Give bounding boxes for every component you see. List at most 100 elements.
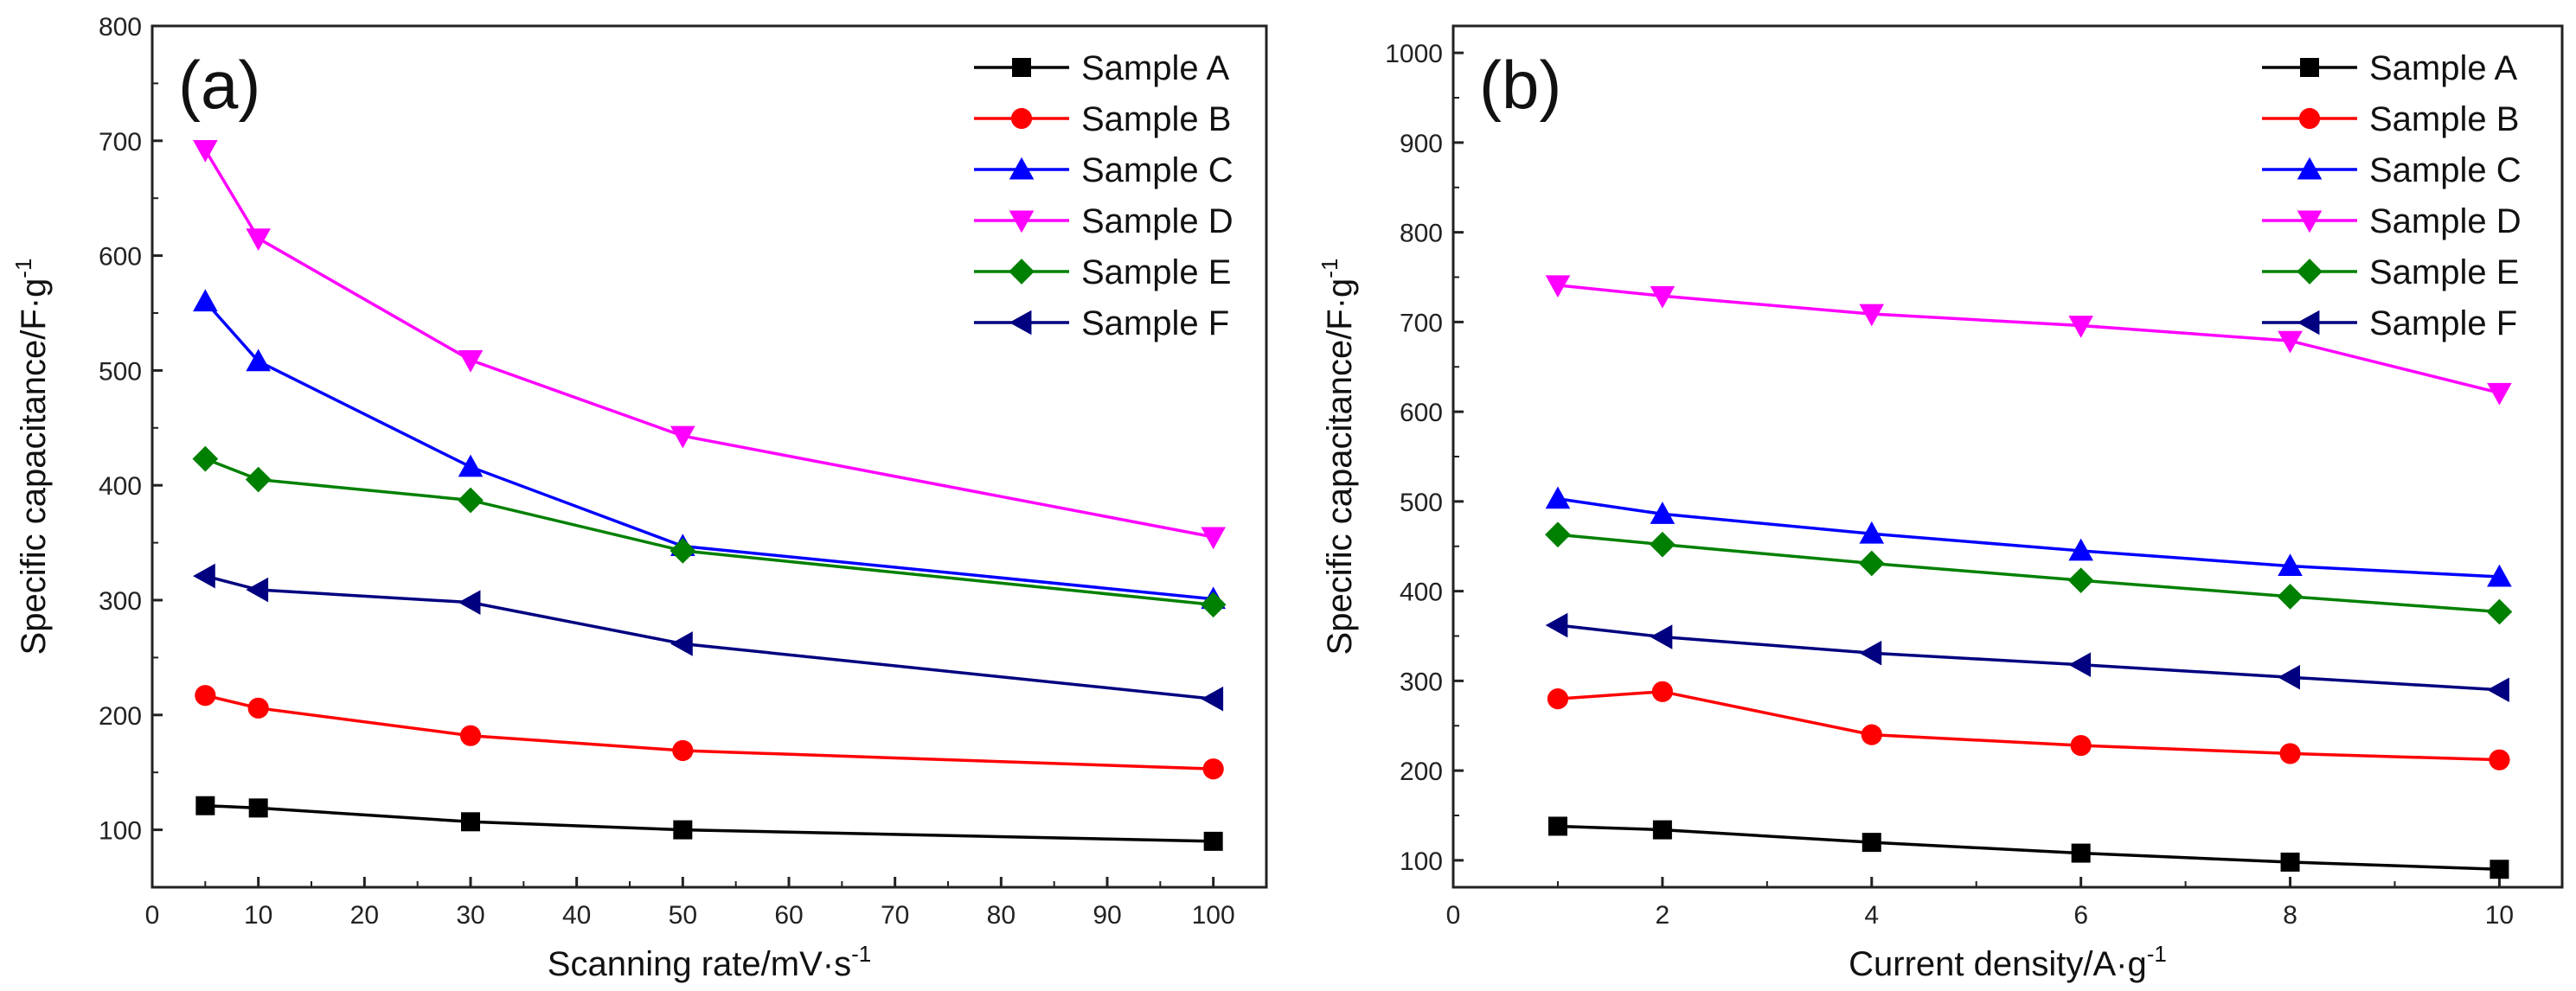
panel-b-data-point bbox=[1650, 531, 1676, 558]
panel-b-chart: 0 2 4 6 8 10 100 200 300 400 500 600 700 800 900 1000 Cu… bbox=[1317, 24, 2564, 983]
panel-a-data-point bbox=[672, 739, 694, 762]
legend-marker bbox=[2297, 310, 2320, 336]
panel-b-x-tick-label: 10 bbox=[2485, 901, 2514, 930]
panel-a-data-point bbox=[673, 820, 693, 840]
legend-marker bbox=[1009, 310, 1032, 336]
panel-b-data-point bbox=[2068, 538, 2093, 561]
legend-label: Sample D bbox=[1081, 202, 1234, 240]
panel-b-series-line bbox=[1557, 284, 2500, 395]
panel-b-data-point bbox=[2071, 843, 2091, 863]
panel-b-series-6 bbox=[1545, 612, 2509, 703]
panel-a-y-axis-title: Specific capacitance/F·g-1 bbox=[10, 259, 53, 655]
panel-b-legend-item: Sample C bbox=[2262, 151, 2522, 189]
panel-b-series-line bbox=[1557, 533, 2500, 614]
panel-b-data-point bbox=[1859, 521, 1885, 544]
panel-a-y-tick-label: 300 bbox=[99, 587, 142, 616]
panel-a-series-line bbox=[204, 694, 1214, 770]
panel-b-x-tick-label: 8 bbox=[2283, 901, 2297, 930]
panel-b-data-point bbox=[2487, 382, 2512, 406]
legend-label: Sample C bbox=[2369, 151, 2522, 189]
panel-a-series-5 bbox=[192, 445, 1227, 618]
panel-b-series-5 bbox=[1545, 521, 2513, 625]
panel-b-x-tick-label: 0 bbox=[1446, 901, 1461, 930]
panel-a-series-line bbox=[205, 803, 1214, 843]
panel-b-y-tick-label: 1000 bbox=[1385, 40, 1443, 68]
panel-b-x-axis-title: Current density/A·g-1 bbox=[1849, 941, 2167, 983]
panel-b-legend-item: Sample E bbox=[2262, 253, 2519, 291]
panel-a-series-line bbox=[204, 574, 1214, 700]
panel-b-data-point bbox=[2486, 598, 2513, 625]
panel-b-y-tick-label: 600 bbox=[1400, 399, 1443, 427]
panel-a-data-point bbox=[1203, 831, 1223, 851]
panel-b-legend-item: Sample F bbox=[2262, 304, 2517, 342]
panel-a-y-tick-label: 200 bbox=[99, 702, 142, 731]
panel-a-chart: 0 10 20 30 40 50 60 70 80 90 100 100 200 300 400 500 600… bbox=[10, 13, 1268, 983]
panel-a-data-point bbox=[246, 577, 269, 603]
panel-a-y-tick-label: 700 bbox=[99, 128, 142, 157]
panel-a-data-point bbox=[248, 798, 268, 818]
panel-a-data-point bbox=[670, 425, 695, 449]
legend-marker bbox=[2297, 210, 2323, 233]
panel-b-data-point bbox=[2070, 734, 2092, 757]
panel-a-data-point bbox=[193, 289, 218, 312]
panel-a-x-tick-label: 80 bbox=[987, 901, 1016, 930]
panel-a-x-tick-label: 10 bbox=[244, 901, 272, 930]
panel-b-x-tick-label: 6 bbox=[2073, 901, 2088, 930]
legend-label: Sample B bbox=[2369, 100, 2519, 138]
legend-label: Sample A bbox=[1081, 49, 1230, 87]
panel-a-data-point bbox=[1201, 527, 1226, 550]
panel-a-x-tick-label: 90 bbox=[1093, 901, 1121, 930]
panel-a-data-point bbox=[458, 350, 484, 373]
panel-a-data-point bbox=[193, 139, 218, 163]
panel-a-plot-frame bbox=[151, 24, 1268, 889]
panel-a-x-tick-label: 60 bbox=[774, 901, 803, 930]
panel-b-y-tick-label: 300 bbox=[1400, 668, 1443, 696]
panel-a-legend-item: Sample A bbox=[974, 49, 1230, 87]
panel-a-data-point bbox=[192, 445, 219, 472]
panel-a-x-tick-label: 70 bbox=[881, 901, 909, 930]
panel-a-y-tick-label: 800 bbox=[99, 13, 142, 42]
panel-b-y-axis-title: Specific capacitance/F·g-1 bbox=[1317, 259, 1359, 655]
panel-b-legend-item: Sample B bbox=[2262, 100, 2519, 138]
panel-b-data-point bbox=[1545, 486, 1571, 509]
panel-a-data-point bbox=[195, 796, 215, 815]
legend-marker bbox=[2300, 58, 2319, 77]
panel-b-x-tick-label: 2 bbox=[1656, 901, 1670, 930]
panel-b-data-point bbox=[2277, 584, 2304, 610]
panel-a-series-3 bbox=[193, 289, 1226, 610]
panel-a-data-point bbox=[246, 228, 271, 251]
panel-b-legend-item: Sample D bbox=[2262, 202, 2522, 240]
panel-b-panel-label: (b) bbox=[1479, 47, 1561, 123]
panel-b-data-point bbox=[1858, 550, 1885, 577]
legend-label: Sample A bbox=[2369, 49, 2518, 87]
panel-a-data-point bbox=[1201, 686, 1224, 712]
legend-marker bbox=[1010, 107, 1033, 130]
panel-a-x-tick-label: 30 bbox=[456, 901, 484, 930]
panel-a-data-point bbox=[247, 697, 269, 719]
legend-label: Sample E bbox=[1081, 253, 1231, 291]
panel-b-data-point bbox=[2487, 677, 2509, 703]
legend-label: Sample D bbox=[2369, 202, 2522, 240]
panel-b-data-point bbox=[1650, 624, 1673, 649]
panel-a-x-tick-label: 40 bbox=[562, 901, 591, 930]
panel-b-y-tick-label: 700 bbox=[1400, 309, 1443, 337]
legend-label: Sample F bbox=[2369, 304, 2517, 342]
legend-label: Sample B bbox=[1081, 100, 1231, 138]
panel-a-y-tick-label: 500 bbox=[99, 357, 142, 386]
legend-marker bbox=[1009, 157, 1035, 180]
legend-label: Sample C bbox=[1081, 151, 1234, 189]
panel-b-series-4 bbox=[1545, 275, 2512, 406]
panel-a-data-point bbox=[246, 348, 271, 372]
legend-marker bbox=[2297, 259, 2323, 285]
panel-a-y-tick-label: 100 bbox=[99, 817, 142, 846]
panel-b-series-1 bbox=[1548, 816, 2509, 879]
legend-label: Sample E bbox=[2369, 253, 2519, 291]
panel-a-data-point bbox=[670, 538, 696, 564]
panel-a-legend-item: Sample B bbox=[974, 100, 1231, 138]
panel-b-data-point bbox=[1545, 521, 1571, 548]
panel-b-data-point bbox=[2278, 553, 2303, 577]
panel-b-data-point bbox=[1859, 640, 1882, 666]
panel-b-series-3 bbox=[1545, 486, 2512, 587]
panel-b-data-point bbox=[1650, 285, 1676, 309]
